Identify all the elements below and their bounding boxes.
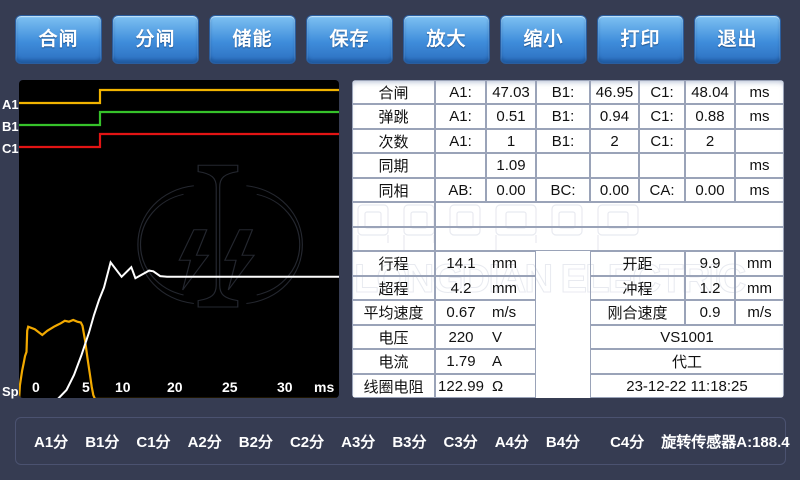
svg-text:5: 5 — [82, 379, 90, 395]
svg-text:10: 10 — [115, 379, 131, 395]
svg-text:30: 30 — [277, 379, 293, 395]
svg-text:25: 25 — [222, 379, 238, 395]
svg-text:ms: ms — [314, 379, 334, 395]
svg-text:20: 20 — [167, 379, 183, 395]
svg-text:0: 0 — [32, 379, 40, 395]
